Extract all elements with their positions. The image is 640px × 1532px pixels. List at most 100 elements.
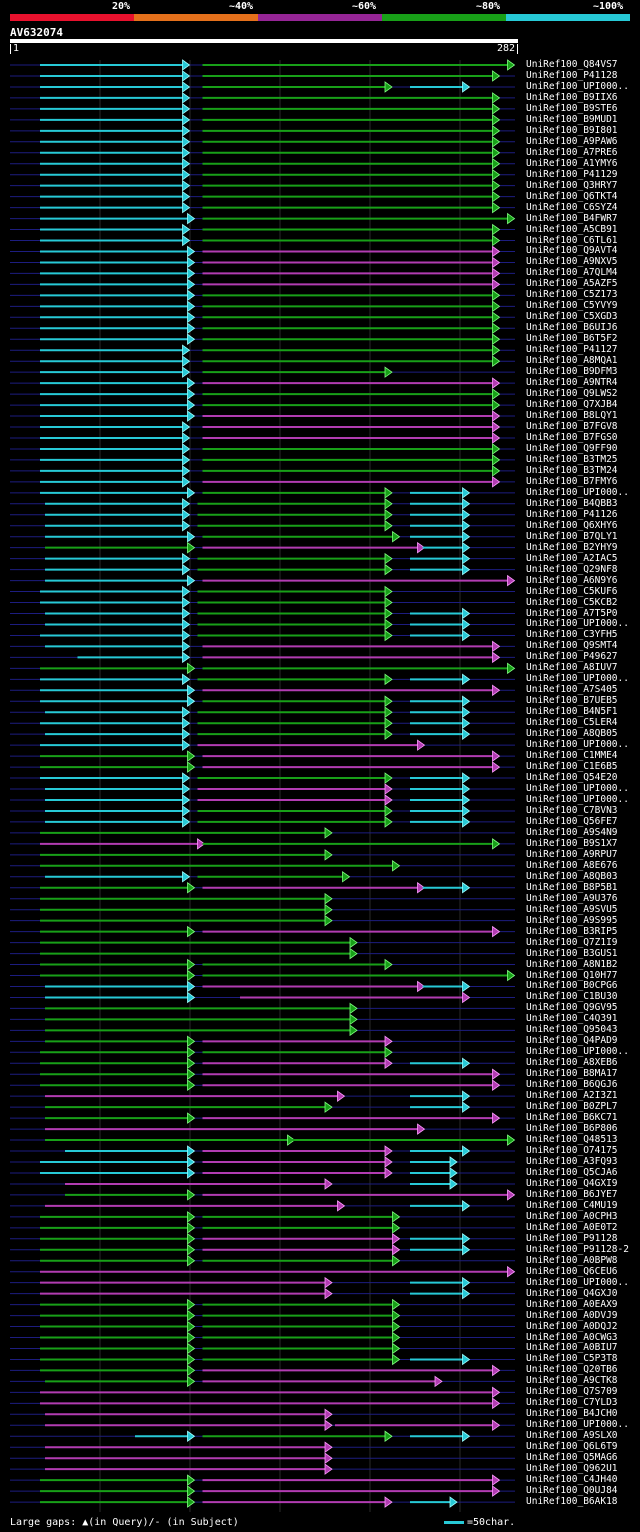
hit-row[interactable]: UniRef100_B6AK18: [10, 1496, 640, 1508]
hit-row[interactable]: UniRef100_O74175: [10, 1145, 640, 1157]
hit-label[interactable]: UniRef100_B8LQY1: [526, 410, 618, 422]
hit-row[interactable]: UniRef100_P41127: [10, 344, 640, 356]
hit-label[interactable]: UniRef100_Q5MAG6: [526, 1452, 618, 1464]
hit-row[interactable]: UniRef100_B8MA17: [10, 1068, 640, 1080]
hit-row[interactable]: UniRef100_B7UEB5: [10, 695, 640, 707]
hit-label[interactable]: UniRef100_Q5CJA6: [526, 1166, 618, 1178]
hit-row[interactable]: UniRef100_B6QGJ6: [10, 1079, 640, 1091]
hit-row[interactable]: UniRef100_UPI000..: [10, 618, 640, 630]
hit-label[interactable]: UniRef100_A9NXV5: [526, 256, 618, 268]
hit-row[interactable]: UniRef100_A0DVJ9: [10, 1310, 640, 1322]
hit-label[interactable]: UniRef100_A0E0T2: [526, 1221, 618, 1233]
hit-label[interactable]: UniRef100_B9STE6: [526, 102, 618, 114]
hit-row[interactable]: UniRef100_C1MME4: [10, 750, 640, 762]
hit-label[interactable]: UniRef100_C4JH40: [526, 1474, 618, 1486]
hit-label[interactable]: UniRef100_C5P3T8: [526, 1353, 618, 1365]
hit-row[interactable]: UniRef100_C4MU19: [10, 1199, 640, 1212]
hit-row[interactable]: UniRef100_Q10H77: [10, 969, 640, 982]
hit-label[interactable]: UniRef100_P91128-2: [526, 1243, 629, 1255]
hit-row[interactable]: UniRef100_C7BVN3: [10, 804, 640, 817]
hit-label[interactable]: UniRef100_C4Q391: [526, 1013, 618, 1025]
hit-label[interactable]: UniRef100_A8QB03: [526, 870, 618, 882]
hit-row[interactable]: UniRef100_B3RIP5: [10, 925, 640, 938]
hit-row[interactable]: UniRef100_A9S4N9: [10, 826, 640, 839]
hit-label[interactable]: UniRef100_B6T5F2: [526, 333, 618, 345]
hit-row[interactable]: UniRef100_UPI000..: [10, 1419, 640, 1431]
hit-row[interactable]: UniRef100_UPI000..: [10, 1276, 640, 1289]
hit-label[interactable]: UniRef100_C7BVN3: [526, 804, 618, 816]
hit-label[interactable]: UniRef100_B9IIX6: [526, 91, 618, 103]
hit-row[interactable]: UniRef100_B9DFM3: [10, 366, 640, 378]
hit-label[interactable]: UniRef100_UPI000..: [526, 739, 629, 751]
hit-label[interactable]: UniRef100_B9MUD1: [526, 113, 618, 125]
hit-label[interactable]: UniRef100_Q3HRY7: [526, 179, 618, 191]
hit-row[interactable]: UniRef100_Q29NF8: [10, 563, 640, 576]
hit-label[interactable]: UniRef100_Q4GXJ0: [526, 1287, 618, 1299]
hit-row[interactable]: UniRef100_Q6XHY6: [10, 520, 640, 532]
hit-label[interactable]: UniRef100_C1MME4: [526, 750, 618, 762]
hit-row[interactable]: UniRef100_B4FWR7: [10, 213, 640, 225]
hit-row[interactable]: UniRef100_A7QLM4: [10, 267, 640, 279]
hit-row[interactable]: UniRef100_A8E676: [10, 860, 640, 872]
hit-label[interactable]: UniRef100_A9NTR4: [526, 377, 618, 389]
hit-label[interactable]: UniRef100_B3RIP5: [526, 925, 618, 937]
hit-label[interactable]: UniRef100_Q48513: [526, 1134, 618, 1146]
hit-row[interactable]: UniRef100_B3TM24: [10, 465, 640, 477]
hit-label[interactable]: UniRef100_Q6TKT4: [526, 190, 618, 202]
hit-row[interactable]: UniRef100_Q9SMT4: [10, 640, 640, 652]
hit-label[interactable]: UniRef100_A9S4N9: [526, 826, 618, 838]
hit-row[interactable]: UniRef100_UPI000..: [10, 783, 640, 795]
hit-row[interactable]: UniRef100_A5AZF5: [10, 278, 640, 290]
hit-row[interactable]: UniRef100_UPI000..: [10, 1046, 640, 1058]
hit-row[interactable]: UniRef100_A9PAW6: [10, 136, 640, 148]
hit-label[interactable]: UniRef100_UPI000..: [526, 783, 629, 795]
hit-label[interactable]: UniRef100_C7YLD3: [526, 1397, 618, 1409]
hit-label[interactable]: UniRef100_A0EAX9: [526, 1298, 618, 1310]
hit-row[interactable]: UniRef100_A0DQJ2: [10, 1321, 640, 1333]
hit-label[interactable]: UniRef100_B8MA17: [526, 1068, 618, 1080]
hit-row[interactable]: UniRef100_C6TL61: [10, 235, 640, 247]
hit-label[interactable]: UniRef100_UPI000..: [526, 673, 629, 685]
hit-label[interactable]: UniRef100_Q20TB6: [526, 1364, 618, 1376]
hit-row[interactable]: UniRef100_B9MUD1: [10, 113, 640, 126]
hit-label[interactable]: UniRef100_A6N9Y6: [526, 574, 618, 586]
hit-row[interactable]: UniRef100_A8IUV7: [10, 662, 640, 674]
hit-label[interactable]: UniRef100_A1YMY6: [526, 157, 618, 169]
hit-label[interactable]: UniRef100_Q4PAD9: [526, 1035, 618, 1047]
hit-label[interactable]: UniRef100_P49627: [526, 651, 618, 663]
hit-label[interactable]: UniRef100_UPI000..: [526, 80, 629, 92]
hit-row[interactable]: UniRef100_C1E6B5: [10, 761, 640, 773]
hit-label[interactable]: UniRef100_A0BIU7: [526, 1342, 618, 1354]
hit-label[interactable]: UniRef100_C4MU19: [526, 1199, 618, 1211]
hit-label[interactable]: UniRef100_B0ZPL7: [526, 1101, 618, 1113]
hit-row[interactable]: UniRef100_Q962U1: [10, 1463, 640, 1475]
hit-label[interactable]: UniRef100_A9RPU7: [526, 848, 618, 860]
hit-row[interactable]: UniRef100_A3FQ93: [10, 1156, 640, 1168]
hit-label[interactable]: UniRef100_UPI000..: [526, 1276, 629, 1288]
hit-label[interactable]: UniRef100_B7FMY6: [526, 475, 618, 487]
hit-row[interactable]: UniRef100_C7YLD3: [10, 1397, 640, 1409]
hit-label[interactable]: UniRef100_C1BU30: [526, 991, 618, 1003]
hit-row[interactable]: UniRef100_C4Q391: [10, 1013, 640, 1025]
hit-label[interactable]: UniRef100_Q10H77: [526, 969, 618, 981]
hit-row[interactable]: UniRef100_P49627: [10, 651, 640, 663]
hit-label[interactable]: UniRef100_A8XEB6: [526, 1057, 618, 1069]
hit-label[interactable]: UniRef100_Q6CEU6: [526, 1265, 618, 1277]
hit-label[interactable]: UniRef100_B3GUS1: [526, 947, 618, 959]
hit-row[interactable]: UniRef100_A7S405: [10, 684, 640, 696]
hit-row[interactable]: UniRef100_P41129: [10, 169, 640, 181]
hit-row[interactable]: UniRef100_A8MQA1: [10, 355, 640, 367]
hit-label[interactable]: UniRef100_Q7XJB4: [526, 399, 618, 411]
hit-row[interactable]: UniRef100_Q20TB6: [10, 1364, 640, 1376]
hit-label[interactable]: UniRef100_UPI000..: [526, 1046, 629, 1058]
hit-label[interactable]: UniRef100_UPI000..: [526, 486, 629, 498]
hit-label[interactable]: UniRef100_B7QLY1: [526, 530, 618, 542]
hit-label[interactable]: UniRef100_C5XGD3: [526, 311, 618, 323]
hit-row[interactable]: UniRef100_B4JCH0: [10, 1408, 640, 1420]
hit-label[interactable]: UniRef100_Q6L6T9: [526, 1441, 618, 1453]
hit-label[interactable]: UniRef100_UPI000..: [526, 793, 629, 805]
hit-row[interactable]: UniRef100_A0BIU7: [10, 1342, 640, 1354]
hit-row[interactable]: UniRef100_A0BPW8: [10, 1255, 640, 1267]
hit-label[interactable]: UniRef100_A5AZF5: [526, 278, 618, 290]
hit-label[interactable]: UniRef100_Q29NF8: [526, 563, 618, 575]
